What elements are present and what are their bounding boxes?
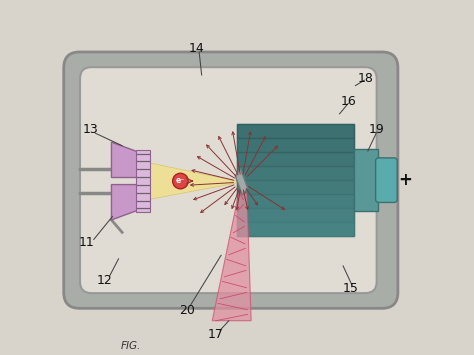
Text: e⁻: e⁻ xyxy=(175,176,185,185)
Text: 20: 20 xyxy=(180,304,195,317)
FancyBboxPatch shape xyxy=(136,150,150,212)
Text: 13: 13 xyxy=(82,123,98,136)
Polygon shape xyxy=(111,142,145,178)
FancyBboxPatch shape xyxy=(80,67,377,293)
FancyBboxPatch shape xyxy=(375,158,397,202)
FancyBboxPatch shape xyxy=(237,125,354,236)
Text: 16: 16 xyxy=(340,95,356,108)
Text: FIG.: FIG. xyxy=(121,341,141,351)
Text: 18: 18 xyxy=(358,72,374,85)
Text: 15: 15 xyxy=(342,282,358,295)
Circle shape xyxy=(173,173,188,189)
Polygon shape xyxy=(212,193,251,321)
Text: 11: 11 xyxy=(79,236,95,250)
FancyBboxPatch shape xyxy=(64,52,398,308)
FancyBboxPatch shape xyxy=(354,149,378,211)
Text: 12: 12 xyxy=(97,274,112,286)
Text: 14: 14 xyxy=(189,42,204,55)
Polygon shape xyxy=(111,185,145,220)
Text: 19: 19 xyxy=(369,123,384,136)
Text: +: + xyxy=(398,171,412,189)
Text: 17: 17 xyxy=(208,328,224,342)
Polygon shape xyxy=(143,162,242,201)
Polygon shape xyxy=(235,169,247,195)
